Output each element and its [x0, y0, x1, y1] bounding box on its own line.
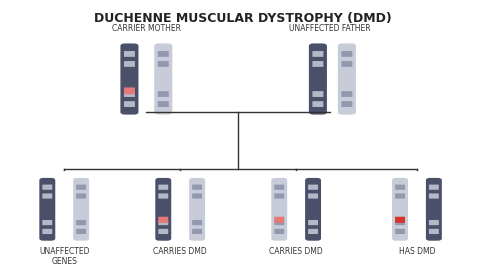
- FancyBboxPatch shape: [308, 229, 318, 234]
- FancyBboxPatch shape: [395, 193, 405, 199]
- FancyBboxPatch shape: [312, 61, 323, 67]
- FancyBboxPatch shape: [426, 178, 442, 241]
- FancyBboxPatch shape: [429, 193, 439, 199]
- FancyBboxPatch shape: [274, 229, 284, 234]
- FancyBboxPatch shape: [124, 101, 135, 107]
- FancyBboxPatch shape: [341, 51, 352, 57]
- FancyBboxPatch shape: [42, 185, 52, 190]
- FancyBboxPatch shape: [341, 101, 352, 107]
- FancyBboxPatch shape: [42, 229, 52, 234]
- FancyBboxPatch shape: [121, 43, 139, 115]
- FancyBboxPatch shape: [191, 208, 203, 216]
- FancyBboxPatch shape: [124, 51, 135, 57]
- FancyBboxPatch shape: [312, 101, 323, 107]
- FancyBboxPatch shape: [308, 208, 319, 216]
- FancyBboxPatch shape: [123, 78, 136, 87]
- FancyBboxPatch shape: [429, 185, 439, 190]
- FancyBboxPatch shape: [274, 208, 285, 216]
- FancyBboxPatch shape: [157, 208, 169, 216]
- FancyBboxPatch shape: [392, 178, 408, 241]
- FancyBboxPatch shape: [73, 178, 89, 241]
- FancyBboxPatch shape: [42, 193, 52, 199]
- FancyBboxPatch shape: [124, 61, 135, 67]
- FancyBboxPatch shape: [395, 220, 405, 225]
- FancyBboxPatch shape: [42, 220, 52, 225]
- FancyBboxPatch shape: [308, 185, 318, 190]
- FancyBboxPatch shape: [158, 51, 169, 57]
- FancyBboxPatch shape: [395, 229, 405, 234]
- FancyBboxPatch shape: [42, 208, 53, 216]
- FancyBboxPatch shape: [192, 193, 202, 199]
- FancyBboxPatch shape: [157, 78, 169, 87]
- Text: CARRIES DMD: CARRIES DMD: [153, 247, 207, 256]
- FancyBboxPatch shape: [312, 78, 324, 87]
- FancyBboxPatch shape: [428, 208, 439, 216]
- FancyBboxPatch shape: [341, 61, 352, 67]
- FancyBboxPatch shape: [76, 185, 86, 190]
- FancyBboxPatch shape: [76, 193, 86, 199]
- FancyBboxPatch shape: [192, 229, 202, 234]
- FancyBboxPatch shape: [309, 43, 327, 115]
- FancyBboxPatch shape: [338, 43, 356, 115]
- FancyBboxPatch shape: [124, 87, 135, 94]
- FancyBboxPatch shape: [308, 220, 318, 225]
- FancyBboxPatch shape: [305, 178, 321, 241]
- FancyBboxPatch shape: [429, 220, 439, 225]
- FancyBboxPatch shape: [158, 217, 168, 223]
- Text: HAS DMD: HAS DMD: [399, 247, 435, 256]
- FancyBboxPatch shape: [76, 229, 86, 234]
- FancyBboxPatch shape: [274, 217, 284, 223]
- FancyBboxPatch shape: [75, 208, 87, 216]
- FancyBboxPatch shape: [158, 61, 169, 67]
- FancyBboxPatch shape: [395, 208, 406, 216]
- FancyBboxPatch shape: [308, 193, 318, 199]
- Text: CARRIER MOTHER: CARRIER MOTHER: [112, 24, 181, 32]
- FancyBboxPatch shape: [39, 178, 55, 241]
- FancyBboxPatch shape: [274, 220, 284, 225]
- Text: UNAFFECTED
GENES: UNAFFECTED GENES: [39, 247, 89, 266]
- FancyBboxPatch shape: [312, 51, 323, 57]
- FancyBboxPatch shape: [124, 91, 135, 97]
- FancyBboxPatch shape: [158, 101, 169, 107]
- FancyBboxPatch shape: [429, 229, 439, 234]
- Text: UNAFFECTED FATHER: UNAFFECTED FATHER: [289, 24, 371, 32]
- FancyBboxPatch shape: [158, 229, 168, 234]
- FancyBboxPatch shape: [158, 185, 168, 190]
- FancyBboxPatch shape: [271, 178, 287, 241]
- Text: CARRIES DMD: CARRIES DMD: [269, 247, 323, 256]
- FancyBboxPatch shape: [156, 178, 171, 241]
- FancyBboxPatch shape: [341, 78, 353, 87]
- FancyBboxPatch shape: [192, 185, 202, 190]
- FancyBboxPatch shape: [341, 91, 352, 97]
- FancyBboxPatch shape: [158, 220, 168, 225]
- FancyBboxPatch shape: [158, 91, 169, 97]
- FancyBboxPatch shape: [189, 178, 205, 241]
- FancyBboxPatch shape: [312, 91, 323, 97]
- FancyBboxPatch shape: [395, 185, 405, 190]
- FancyBboxPatch shape: [192, 220, 202, 225]
- FancyBboxPatch shape: [76, 220, 86, 225]
- FancyBboxPatch shape: [274, 193, 284, 199]
- FancyBboxPatch shape: [158, 193, 168, 199]
- FancyBboxPatch shape: [154, 43, 173, 115]
- FancyBboxPatch shape: [395, 217, 405, 223]
- FancyBboxPatch shape: [274, 185, 284, 190]
- Text: DUCHENNE MUSCULAR DYSTROPHY (DMD): DUCHENNE MUSCULAR DYSTROPHY (DMD): [94, 13, 392, 25]
